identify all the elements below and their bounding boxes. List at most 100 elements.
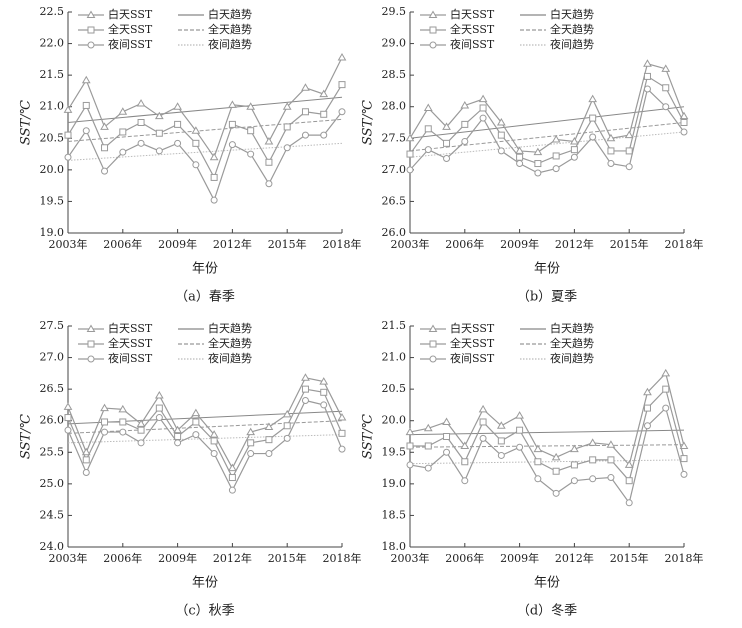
circle-marker bbox=[228, 141, 236, 149]
legend-label: 全天SST bbox=[450, 336, 495, 350]
square-marker bbox=[461, 120, 469, 128]
triangle-marker bbox=[442, 122, 451, 130]
triangle-marker bbox=[136, 99, 146, 107]
square-marker bbox=[429, 340, 437, 348]
circle-marker bbox=[82, 127, 90, 135]
triangle-marker bbox=[81, 75, 91, 84]
triangle-marker bbox=[301, 373, 310, 381]
circle-marker bbox=[174, 439, 182, 447]
legend-label: 白天趋势 bbox=[550, 7, 594, 21]
square-marker bbox=[301, 385, 309, 393]
y-tick-label: 29.0 bbox=[382, 37, 407, 50]
triangle-marker bbox=[228, 100, 237, 108]
triangle-marker bbox=[319, 89, 329, 98]
y-tick-label: 19.5 bbox=[382, 445, 407, 458]
triangle-marker bbox=[478, 94, 488, 103]
y-tick-label: 25.0 bbox=[40, 477, 65, 490]
series-line bbox=[67, 388, 343, 479]
triangle-marker bbox=[551, 135, 561, 143]
legend-label: 夜间趋势 bbox=[550, 37, 594, 51]
triangle-marker bbox=[337, 52, 347, 61]
circle-marker bbox=[429, 41, 437, 49]
x-tick-label: 2012年 bbox=[213, 551, 252, 565]
square-marker bbox=[265, 158, 273, 166]
legend-label: 白天SST bbox=[450, 321, 495, 335]
square-marker bbox=[247, 127, 255, 135]
circle-marker bbox=[424, 146, 432, 154]
square-marker bbox=[320, 110, 328, 118]
y-axis-label: SST/℃ bbox=[361, 413, 376, 459]
series-line bbox=[409, 75, 685, 165]
square-marker bbox=[516, 153, 524, 161]
circle-marker bbox=[155, 414, 163, 422]
trend-line bbox=[67, 420, 343, 434]
circle-marker bbox=[283, 144, 291, 152]
circle-marker bbox=[479, 114, 487, 122]
triangle-marker bbox=[81, 447, 91, 456]
triangle-marker bbox=[423, 103, 433, 111]
square-marker bbox=[643, 72, 651, 80]
circle-marker bbox=[516, 443, 524, 451]
circle-marker bbox=[534, 475, 542, 483]
circle-marker bbox=[101, 428, 109, 436]
square-marker bbox=[516, 426, 524, 434]
legend-label: 全天趋势 bbox=[550, 22, 594, 36]
circle-marker bbox=[301, 131, 309, 139]
triangle-marker bbox=[679, 441, 689, 449]
triangle-marker bbox=[624, 130, 634, 139]
square-marker bbox=[479, 104, 487, 112]
legend-label: 白天SST bbox=[450, 7, 495, 21]
legend-label: 全天SST bbox=[108, 22, 153, 36]
circle-marker bbox=[570, 153, 578, 161]
y-tick-label: 26.5 bbox=[40, 382, 65, 395]
triangle-marker bbox=[423, 423, 433, 432]
x-tick-label: 2015年 bbox=[268, 237, 307, 251]
circle-marker bbox=[192, 161, 200, 169]
circle-marker bbox=[680, 470, 688, 478]
triangle-marker bbox=[515, 146, 524, 154]
y-tick-label: 27.5 bbox=[382, 131, 407, 144]
legend-label: 白天SST bbox=[108, 321, 153, 335]
circle-marker bbox=[265, 180, 273, 188]
legend-label: 全天趋势 bbox=[550, 336, 594, 350]
triangle-marker bbox=[643, 387, 652, 396]
square-marker bbox=[406, 150, 414, 158]
y-tick-label: 29.5 bbox=[382, 5, 407, 18]
circle-marker bbox=[516, 160, 524, 168]
circle-marker bbox=[406, 166, 414, 174]
triangle-marker bbox=[100, 122, 109, 130]
triangle-marker bbox=[282, 102, 292, 110]
y-tick-label: 18.5 bbox=[382, 508, 407, 521]
circle-marker bbox=[570, 477, 578, 485]
triangle-marker bbox=[606, 440, 616, 448]
circle-marker bbox=[589, 133, 597, 141]
square-marker bbox=[607, 147, 615, 155]
x-tick-label: 2015年 bbox=[268, 551, 307, 565]
triangle-marker bbox=[679, 111, 689, 120]
triangle-marker bbox=[496, 118, 506, 126]
square-marker bbox=[662, 84, 670, 92]
x-tick-label: 2006年 bbox=[445, 237, 484, 251]
triangle-marker bbox=[301, 83, 310, 91]
circle-marker bbox=[625, 499, 633, 507]
series-line bbox=[67, 399, 343, 492]
circle-marker bbox=[406, 461, 414, 469]
circle-marker bbox=[662, 103, 670, 111]
square-marker bbox=[137, 426, 145, 434]
square-marker bbox=[87, 26, 95, 34]
y-tick-label: 27.0 bbox=[382, 163, 407, 176]
square-marker bbox=[625, 147, 633, 155]
x-axis-label: 年份 bbox=[192, 576, 218, 591]
square-marker bbox=[589, 456, 597, 464]
square-marker bbox=[64, 131, 72, 139]
circle-marker bbox=[87, 41, 95, 49]
circle-marker bbox=[443, 154, 451, 162]
square-marker bbox=[607, 456, 615, 464]
square-marker bbox=[82, 456, 90, 464]
triangle-marker bbox=[460, 100, 470, 109]
legend-label: 白天趋势 bbox=[208, 7, 252, 21]
triangle-marker bbox=[173, 102, 182, 110]
y-axis-label: SST/℃ bbox=[19, 99, 34, 145]
triangle-marker bbox=[478, 404, 488, 413]
